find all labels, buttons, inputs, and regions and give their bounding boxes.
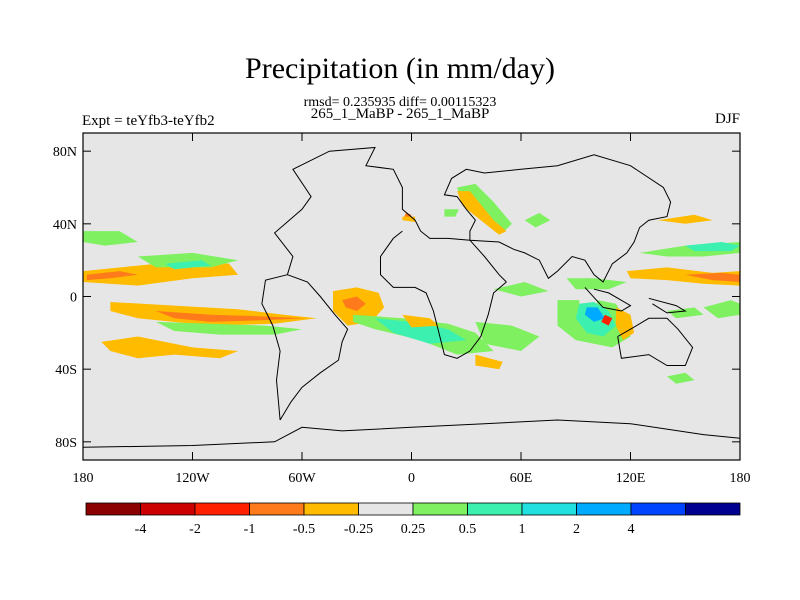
x-axis: 180 120W 60W 0 60E 120E 180 [73,133,751,486]
coastline-3 [273,146,507,283]
colorbar-label: 0.5 [459,522,477,537]
colorbar-segment [358,502,414,516]
colorbar-label: 4 [628,522,635,537]
colorbar-segment [576,502,632,516]
anomaly-region-2 [83,231,138,246]
x-tick-label: 180 [730,471,751,486]
colorbar-label: 0.25 [401,522,426,537]
anomaly-region-6 [156,311,306,322]
anomaly-region-4 [165,260,211,270]
anomaly-region-3 [137,252,239,268]
anomaly-region-24 [685,272,740,282]
chart-title: Precipitation (in mm/day) [245,52,555,85]
anomaly-region-23 [626,267,740,286]
x-tick-label: 60E [510,471,533,486]
colorbar-segment [140,502,196,516]
anomaly-region-10 [342,296,366,311]
y-tick-label: 40S [55,363,77,378]
anomaly-region-36 [524,212,551,228]
anomaly-regions [83,183,740,384]
colorbar-segment [630,502,686,516]
colorbar-label: -1 [244,522,256,537]
colorbar-segment [85,502,141,516]
colorbar-segment [467,502,523,516]
colorbar-label: 2 [573,522,580,537]
colorbar-segment [194,502,250,516]
coastline-7 [584,287,632,312]
anomaly-region-22 [615,307,635,341]
anomaly-region-7 [156,321,302,335]
y-tick-label: 40N [53,218,77,233]
coastline-5 [443,154,672,283]
colorbar-label: 1 [519,522,526,537]
coastline-1 [279,274,349,421]
experiment-label: Expt = teYfb3-teYfb2 [82,113,215,129]
anomaly-region-32 [457,191,507,235]
colorbar-label: -4 [135,522,147,537]
x-tick-label: 120E [616,471,646,486]
x-tick-label: 180 [73,471,94,486]
anomaly-region-1 [86,271,138,281]
anomaly-region-33 [444,209,459,217]
anomaly-region-20 [584,307,605,322]
colorbar-segment [521,502,577,516]
anomaly-region-12 [375,318,467,344]
anomaly-region-17 [566,278,627,290]
y-axis: 80N 40N 0 40S 80S [53,145,740,451]
y-tick-label: 80N [53,145,77,160]
anomaly-region-28 [667,307,704,319]
anomaly-region-8 [101,336,239,359]
colorbar-segment [412,502,468,516]
y-tick-label: 0 [70,291,77,306]
anomaly-region-30 [667,372,695,384]
coastline-0 [83,419,740,448]
colorbar-label: -0.25 [344,522,373,537]
coastlines [83,146,740,448]
coastline-2 [261,274,288,421]
y-tick-label: 80S [55,436,77,451]
coastline-6 [617,317,694,366]
anomaly-region-16 [493,282,549,297]
colorbar-label: -0.5 [293,522,315,537]
x-tick-label: 120W [175,471,210,486]
season-label: DJF [714,111,740,127]
colorbar-segment [303,502,359,516]
anomaly-region-13 [475,321,540,351]
stats-text: rmsd= 0.235935 diff= 0.00115323 [303,95,497,110]
colorbar-segment [249,502,305,516]
chart-subtitle: 265_1_MaBP - 265_1_MaBP [310,106,490,122]
colorbar-label: -2 [189,522,201,537]
plot-background [83,133,740,460]
colorbar: -4 -2 -1 -0.5 -0.25 0.25 0.5 1 2 4 [85,502,741,537]
anomaly-region-21 [601,314,613,326]
coastline-8 [648,297,687,314]
anomaly-region-29 [703,300,740,319]
anomaly-region-14 [402,314,439,328]
anomaly-region-15 [475,354,503,370]
coastline-4 [380,230,507,359]
anomaly-region-26 [685,242,740,252]
colorbar-segment [685,502,741,516]
anomaly-region-27 [657,214,713,224]
x-tick-label: 0 [408,471,415,486]
x-tick-label: 60W [288,471,316,486]
